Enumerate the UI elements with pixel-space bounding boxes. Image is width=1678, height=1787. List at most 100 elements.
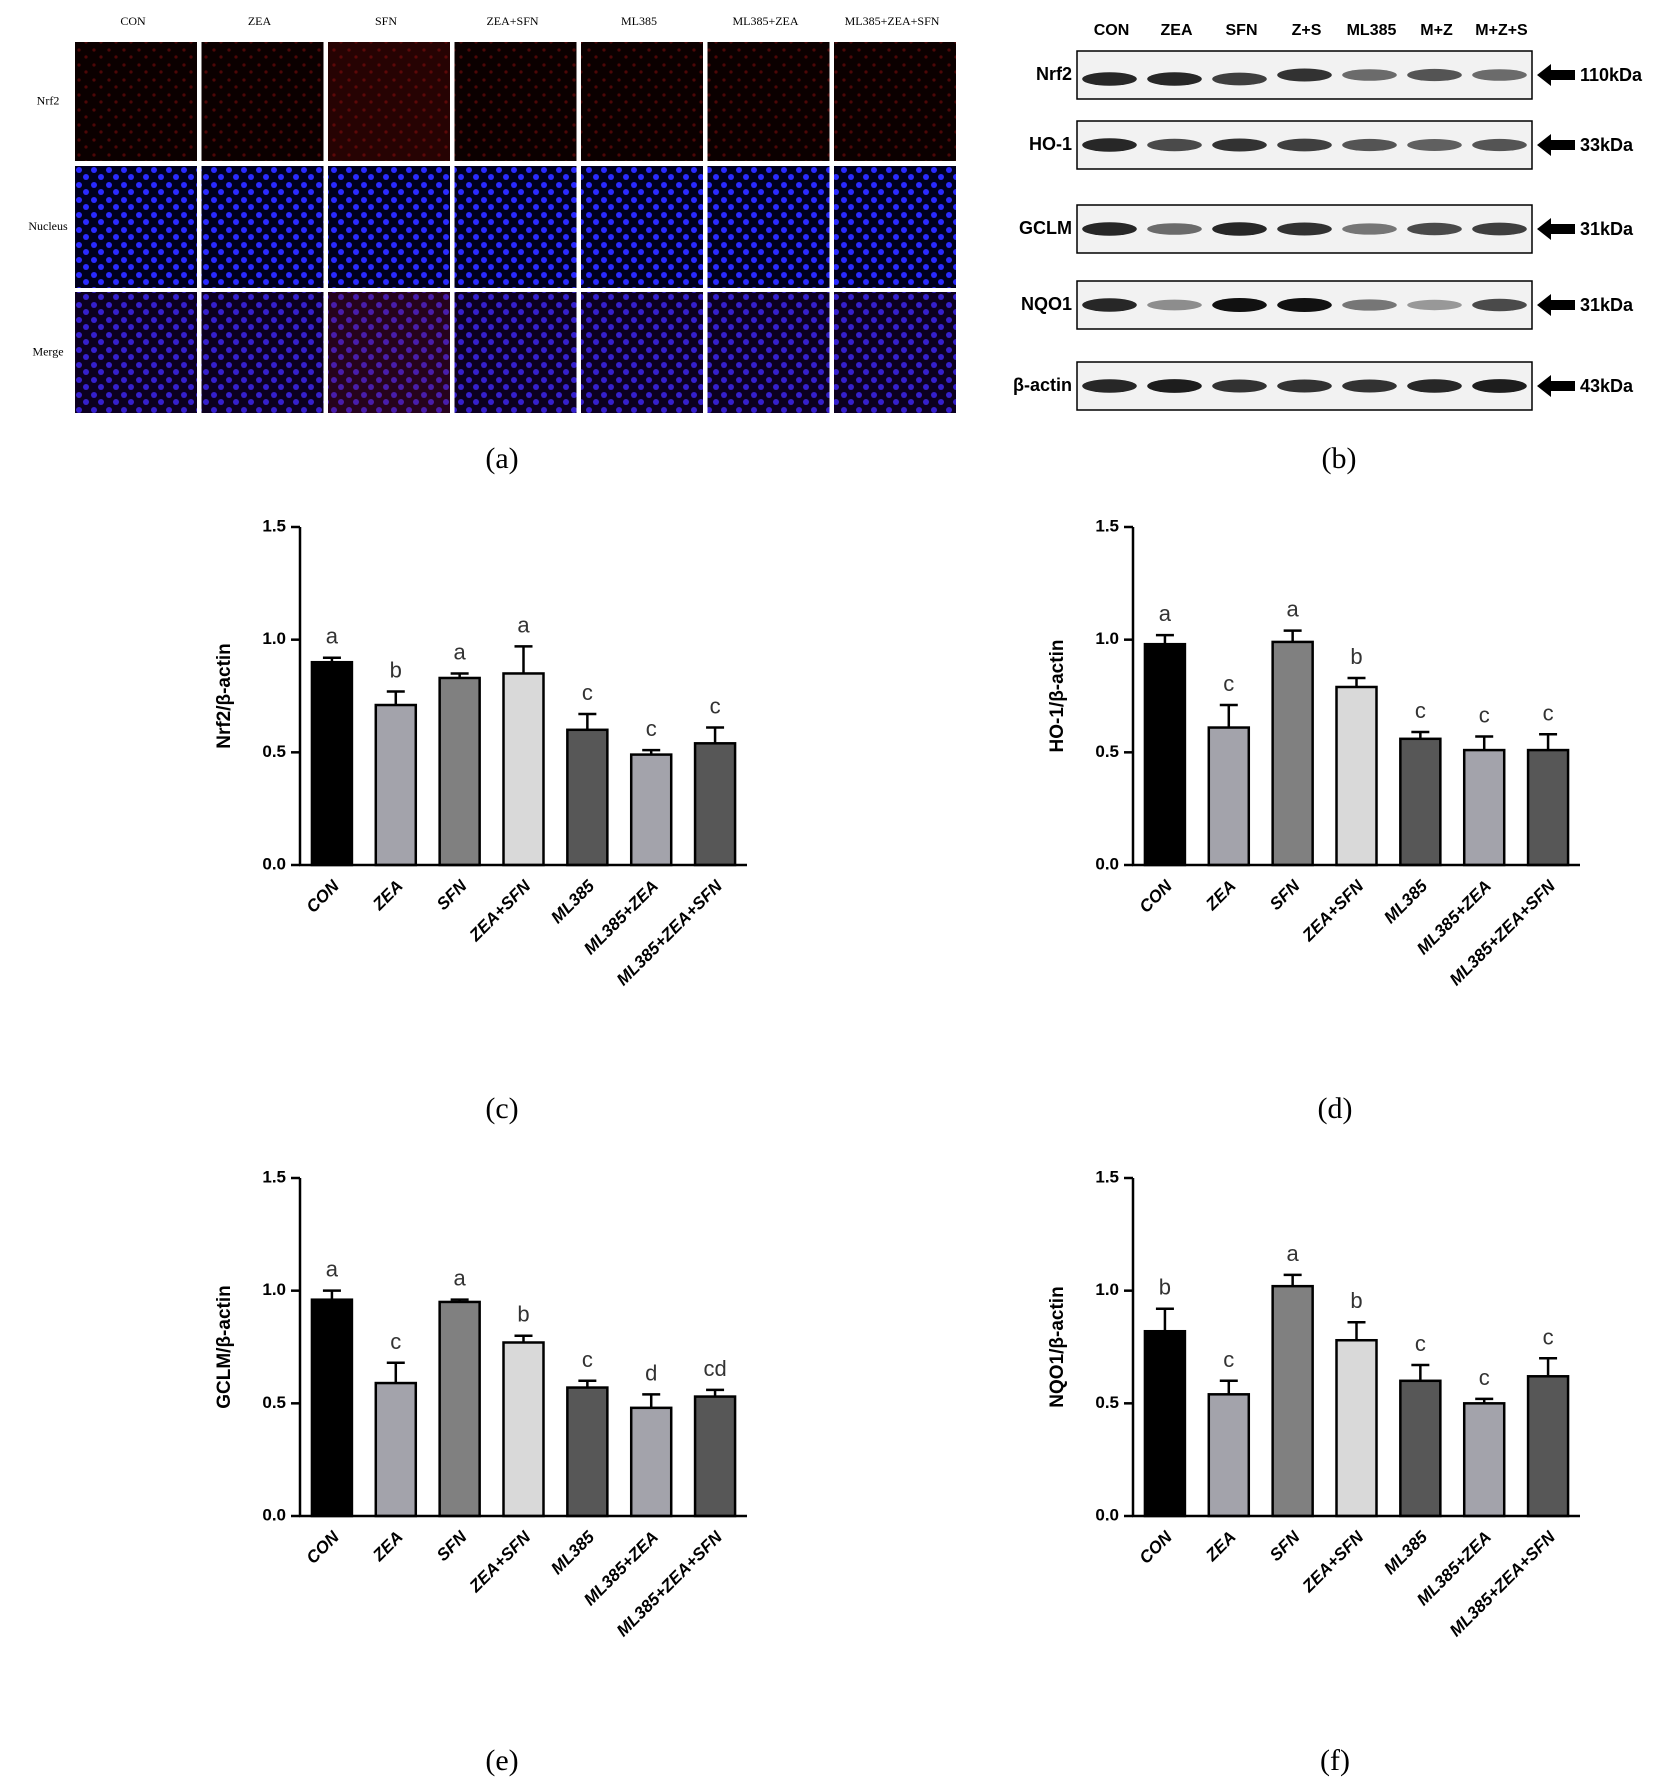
- column-label: SFN: [375, 14, 397, 28]
- significance-letter: c: [1479, 703, 1490, 728]
- column-label: ML385: [621, 14, 657, 28]
- protein-label: NQO1: [1021, 294, 1072, 314]
- significance-letter: c: [390, 1329, 401, 1354]
- bar: [310, 660, 354, 867]
- micrograph: [581, 166, 703, 288]
- micrograph: [328, 42, 450, 161]
- lane-label: ML385: [1347, 22, 1397, 39]
- micrograph: [834, 42, 956, 161]
- row-label: Nucleus: [28, 219, 68, 233]
- lane-label: Z+S: [1292, 22, 1322, 39]
- micrograph: [834, 166, 956, 288]
- x-tick-label: ZEA: [368, 1527, 406, 1565]
- row-label: Nrf2: [37, 93, 60, 107]
- bar: [1271, 640, 1314, 867]
- significance-letter: a: [454, 1266, 467, 1291]
- y-tick-label: 0.5: [1095, 1393, 1119, 1412]
- bar: [1335, 685, 1378, 867]
- bar: [1143, 1329, 1187, 1518]
- micrograph: [454, 166, 577, 288]
- y-tick-label: 0.0: [262, 854, 286, 873]
- blot-band: [1407, 222, 1462, 236]
- y-tick-label: 1.5: [1095, 1167, 1119, 1186]
- blot-band: [1277, 138, 1332, 152]
- micrograph: [75, 166, 197, 288]
- blot-band: [1407, 68, 1462, 82]
- y-tick-label: 1.0: [1095, 629, 1119, 648]
- blot-band: [1212, 222, 1267, 236]
- column-label: ML385+ZEA: [732, 14, 798, 28]
- panel-label: (a): [485, 442, 518, 475]
- bar: [629, 1406, 673, 1518]
- micrograph: [834, 292, 956, 413]
- blot-band: [1212, 138, 1267, 152]
- x-tick-label: ZEA+SFN: [1298, 1527, 1368, 1597]
- blot-band: [1277, 222, 1332, 236]
- micrograph: [581, 42, 703, 161]
- y-tick-label: 1.0: [262, 1280, 286, 1299]
- blot-band: [1407, 299, 1462, 311]
- significance-letter: c: [1223, 1347, 1234, 1372]
- bar: [566, 1386, 609, 1518]
- panel-label: (f): [1320, 1744, 1350, 1777]
- bar: [1271, 1284, 1314, 1518]
- panel-label: (c): [485, 1092, 518, 1125]
- blot-band: [1147, 223, 1202, 235]
- blot-band: [1407, 139, 1462, 151]
- micrograph: [707, 292, 830, 413]
- micrograph: [707, 166, 830, 288]
- arrow: [1537, 64, 1575, 86]
- blot-band: [1082, 298, 1137, 312]
- y-tick-label: 0.5: [262, 1393, 286, 1412]
- size-label: 31kDa: [1580, 219, 1634, 239]
- bar: [629, 753, 673, 867]
- x-tick-label: CON: [1136, 1527, 1177, 1568]
- significance-letter: a: [326, 624, 339, 649]
- blot-band: [1342, 379, 1397, 393]
- lane-label: SFN: [1226, 22, 1258, 39]
- blot-band: [1082, 138, 1137, 152]
- y-tick-label: 0.0: [262, 1505, 286, 1524]
- bar: [1399, 1379, 1442, 1518]
- y-axis-label: HO-1/β-actin: [1047, 640, 1068, 753]
- micrograph: [201, 292, 324, 413]
- bar: [374, 703, 418, 867]
- bar: [566, 728, 609, 867]
- protein-label: GCLM: [1019, 218, 1072, 238]
- x-tick-label: ML385+ZEA+SFN: [1446, 1527, 1559, 1640]
- y-tick-label: 0.5: [1095, 742, 1119, 761]
- size-label: 33kDa: [1580, 135, 1634, 155]
- blot-band: [1342, 138, 1397, 152]
- x-tick-label: CON: [303, 876, 344, 917]
- significance-letter: c: [1543, 1324, 1554, 1349]
- blot-band: [1342, 69, 1397, 81]
- y-tick-label: 0.5: [262, 742, 286, 761]
- protein-label: β-actin: [1013, 375, 1072, 395]
- y-tick-label: 1.0: [262, 629, 286, 648]
- significance-letter: a: [517, 612, 530, 637]
- significance-letter: b: [1159, 1275, 1171, 1300]
- arrow: [1537, 134, 1575, 156]
- micrograph: [75, 292, 197, 413]
- micrograph: [328, 292, 450, 413]
- significance-letter: cd: [703, 1356, 726, 1381]
- significance-letter: a: [1159, 601, 1172, 626]
- bar: [1207, 1393, 1251, 1518]
- size-label: 31kDa: [1580, 295, 1634, 315]
- significance-letter: b: [390, 657, 402, 682]
- bar: [1526, 1375, 1570, 1518]
- blot-band: [1342, 223, 1397, 235]
- micrograph: [454, 292, 577, 413]
- x-tick-label: SFN: [433, 1527, 471, 1565]
- lane-label: M+Z+S: [1475, 22, 1528, 39]
- y-axis-label: Nrf2/β-actin: [214, 643, 235, 749]
- micrograph: [201, 166, 324, 288]
- significance-letter: c: [582, 680, 593, 705]
- x-tick-label: ML385: [1380, 876, 1431, 927]
- size-label: 43kDa: [1580, 376, 1634, 396]
- significance-letter: c: [1415, 1331, 1426, 1356]
- blot-band: [1082, 379, 1137, 393]
- blot-band: [1212, 72, 1267, 86]
- column-label: ZEA+SFN: [486, 14, 538, 28]
